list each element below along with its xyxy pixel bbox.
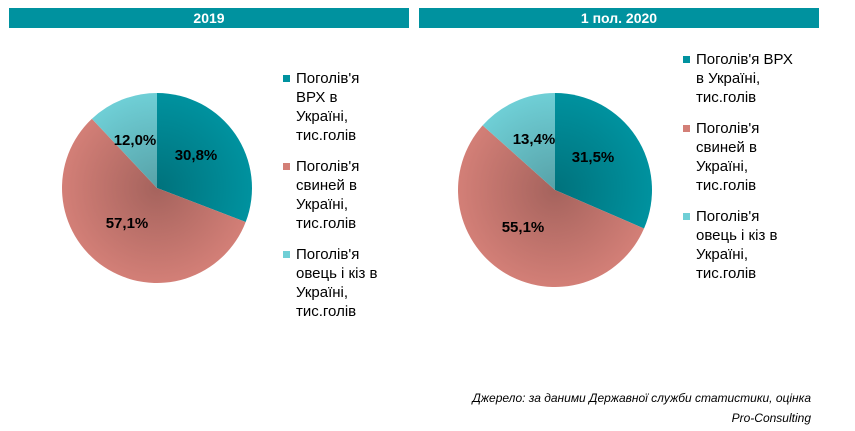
- legend-label-line: тис.голів: [296, 127, 357, 144]
- legend-label-line: Україні,: [296, 196, 349, 213]
- legend-item-sheep: Поголів'я овець і кіз в Україні, тис.голів: [683, 207, 808, 283]
- legend-label-line: свиней в: [696, 139, 757, 156]
- legend-item-sheep: Поголів'я овець і кіз в Україні, тис.голів: [283, 245, 398, 321]
- legend-label-line: тис.голів: [696, 89, 757, 106]
- legend-swatch: [683, 56, 690, 63]
- legend-swatch: [283, 251, 290, 258]
- legend-swatch: [683, 125, 690, 132]
- legend-item-pigs: Поголів'я свиней в Україні, тис.голів: [283, 157, 398, 233]
- legend-2020: Поголів'я ВРХ в Україні, тис.голів Поголів'…: [683, 50, 808, 295]
- legend-label-line: Поголів'я: [296, 158, 360, 175]
- pie-chart-2019: 30,8% 57,1% 12,0%: [62, 93, 253, 283]
- legend-label-line: Поголів'я ВРХ: [696, 51, 793, 68]
- slice-sheep: [91, 93, 157, 188]
- slice-sheep: [482, 93, 555, 190]
- legend-label-line: овець і кіз в: [696, 227, 778, 244]
- legend-label-line: тис.голів: [696, 265, 757, 282]
- label-pigs: 57,1%: [106, 215, 149, 232]
- chart-title-2020: 1 пол. 2020: [419, 8, 819, 28]
- legend-label-line: Поголів'я: [696, 120, 760, 137]
- label-pigs: 55,1%: [502, 219, 545, 236]
- legend-label-line: Україні,: [696, 158, 749, 175]
- slice-pigs: [62, 118, 246, 283]
- legend-swatch: [683, 213, 690, 220]
- legend-label-line: Поголів'я: [296, 246, 360, 263]
- label-cattle: 30,8%: [175, 147, 218, 164]
- pie-chart-2020: 31,5% 55,1% 13,4%: [457, 93, 652, 287]
- legend-2019: Поголів'я ВРХ в Україні, тис.голів Поголів'я…: [283, 69, 398, 333]
- legend-label-line: Україні,: [296, 108, 349, 125]
- legend-label-line: тис.голів: [296, 215, 357, 232]
- slice-cattle: [157, 93, 253, 223]
- legend-label-line: Україні,: [696, 246, 749, 263]
- legend-swatch: [283, 75, 290, 82]
- chart-title-2019: 2019: [9, 8, 409, 28]
- legend-label-line: в Україні,: [696, 70, 761, 87]
- source-line-1: Джерело: за даними Державної служби стат…: [472, 391, 811, 405]
- legend-item-cattle: Поголів'я ВРХ в Україні, тис.голів: [683, 50, 808, 107]
- label-sheep: 12,0%: [114, 132, 157, 149]
- legend-label-line: Поголів'я: [296, 70, 360, 87]
- legend-swatch: [283, 163, 290, 170]
- label-cattle: 31,5%: [572, 149, 615, 166]
- source-line-2: Pro-Consulting: [731, 411, 811, 425]
- legend-label-line: тис.голів: [696, 177, 757, 194]
- legend-label-line: Поголів'я: [696, 208, 760, 225]
- label-sheep: 13,4%: [513, 131, 556, 148]
- legend-item-pigs: Поголів'я свиней в Україні, тис.голів: [683, 119, 808, 195]
- legend-label-line: Україні,: [296, 284, 349, 301]
- slice-cattle: [555, 93, 652, 229]
- source-note: Джерело: за даними Державної служби стат…: [331, 388, 811, 428]
- legend-label-line: овець і кіз в: [296, 265, 378, 282]
- legend-label-line: ВРХ в: [296, 89, 338, 106]
- legend-label-line: тис.голів: [296, 303, 357, 320]
- legend-item-cattle: Поголів'я ВРХ в Україні, тис.голів: [283, 69, 398, 145]
- slice-pigs: [457, 125, 645, 287]
- legend-label-line: свиней в: [296, 177, 357, 194]
